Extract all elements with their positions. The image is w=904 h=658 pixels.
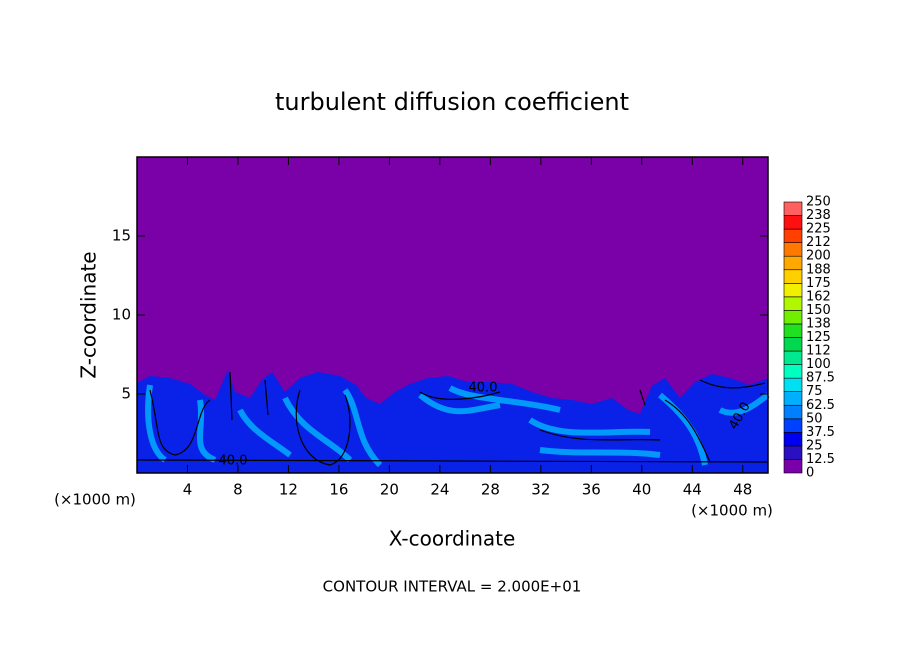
- colorbar-cell: [783, 296, 803, 311]
- x-tick-label: 28: [481, 481, 500, 499]
- x-unit-label: (×1000 m): [54, 491, 136, 509]
- colorbar-label: 175: [806, 276, 831, 291]
- colorbar-cell: [783, 323, 803, 338]
- colorbar-cell: [783, 215, 803, 230]
- colorbar-cell: [783, 242, 803, 257]
- x-tick-label: 48: [733, 481, 752, 499]
- colorbar-label: 37.5: [806, 425, 835, 440]
- colorbar-cell: [783, 432, 803, 447]
- colorbar-cell: [783, 337, 803, 352]
- chart-title: turbulent diffusion coefficient: [275, 88, 629, 116]
- x-tick-label: 4: [183, 481, 193, 499]
- x-tick-label: 12: [279, 481, 298, 499]
- colorbar-cell: [783, 445, 803, 460]
- colorbar-label: 238: [806, 208, 831, 223]
- note: CONTOUR INTERVAL = 2.000E+01: [323, 578, 582, 596]
- colorbar-cell: [783, 310, 803, 325]
- y-tick-label: 10: [112, 306, 131, 324]
- contour-label: 40.0: [469, 381, 498, 396]
- colorbar-label: 138: [806, 316, 831, 331]
- x-tick-label: 16: [329, 481, 348, 499]
- x-tick-label: 24: [430, 481, 449, 499]
- colorbar-label: 25: [806, 438, 823, 453]
- colorbar-cell: [783, 364, 803, 379]
- colorbar-cell: [783, 418, 803, 433]
- contour-line: [136, 371, 769, 466]
- x-tick-label: 32: [531, 481, 550, 499]
- colorbar-cell: [783, 228, 803, 243]
- colorbar-label: 100: [806, 357, 831, 372]
- y-tick-label: 5: [121, 385, 131, 403]
- x-tick-label: 8: [233, 481, 243, 499]
- colorbar-label: 50: [806, 411, 823, 426]
- colorbar-label: 188: [806, 262, 831, 277]
- colorbar-label: 125: [806, 330, 831, 345]
- colorbar-label: 12.5: [806, 452, 835, 467]
- colorbar-cell: [783, 350, 803, 365]
- colorbar-label: 62.5: [806, 398, 835, 413]
- x-unit-label: (×1000 m): [691, 502, 773, 520]
- colorbar-label: 200: [806, 249, 831, 264]
- contour-label: 40.0: [219, 454, 248, 469]
- colorbar-label: 225: [806, 222, 831, 237]
- colorbar-label: 75: [806, 384, 823, 399]
- colorbar-cell: [783, 459, 803, 474]
- colorbar-cell: [783, 282, 803, 298]
- colorbar-cell: [783, 404, 803, 420]
- y-tick-label: 15: [112, 227, 131, 245]
- colorbar-label: 150: [806, 303, 831, 318]
- field-streak: [145, 384, 770, 468]
- y-axis-label: Z-coordinate: [77, 251, 101, 378]
- colorbar-cell: [783, 269, 803, 284]
- colorbar-label: 212: [806, 235, 831, 250]
- colorbar-label: 87.5: [806, 371, 835, 386]
- x-tick-label: 20: [380, 481, 399, 499]
- colorbar-cell: [783, 255, 803, 271]
- field: [136, 157, 770, 473]
- colorbar-cell: [783, 391, 803, 406]
- colorbar-label: 162: [806, 289, 831, 304]
- colorbar-label: 112: [806, 344, 831, 359]
- colorbar-cell: [783, 377, 803, 392]
- x-tick-label: 36: [582, 481, 601, 499]
- x-axis-label: X-coordinate: [389, 527, 516, 551]
- x-tick-label: 44: [683, 481, 702, 499]
- colorbar-label: 250: [806, 195, 831, 210]
- field-band: [137, 370, 768, 473]
- colorbar-label: 0: [806, 466, 814, 481]
- colorbar-cell: [783, 201, 803, 216]
- x-tick-label: 40: [632, 481, 651, 499]
